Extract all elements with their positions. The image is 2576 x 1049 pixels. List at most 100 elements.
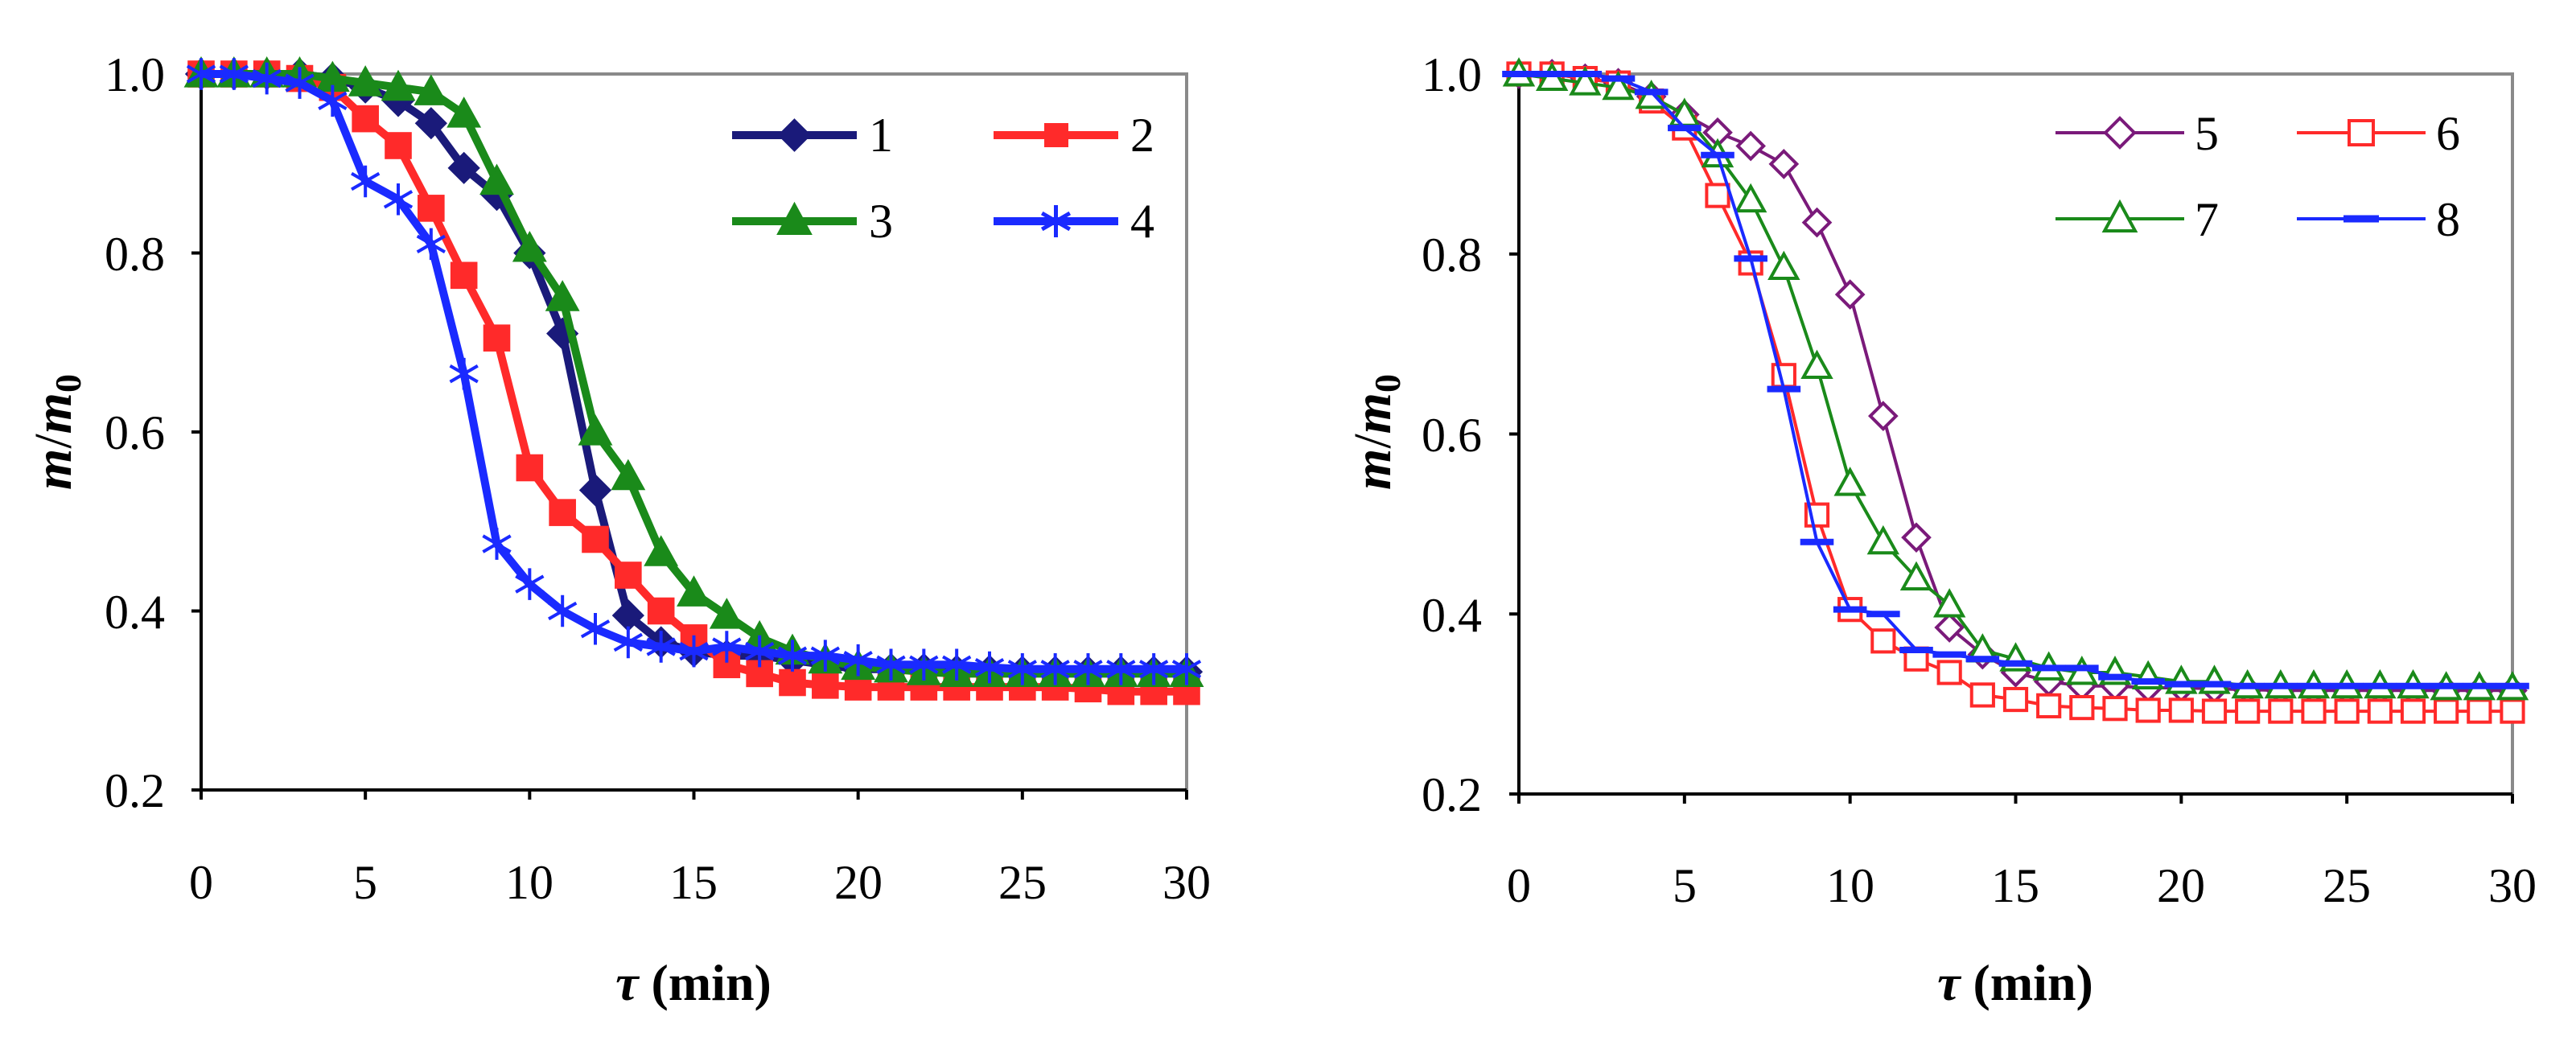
y-tick-label: 0.4 [1422, 589, 1482, 642]
data-point [1771, 363, 1796, 389]
data-point [2400, 698, 2426, 724]
y-tick-label: 0.4 [105, 586, 165, 639]
x-axis-title-symbol: τ [1937, 954, 1962, 1011]
legend-swatch-marker [2101, 199, 2138, 232]
legend: 1 2 3 4 [732, 109, 1154, 248]
data-point [578, 474, 612, 507]
data-point [2168, 697, 2194, 723]
x-tick-label: 10 [505, 856, 553, 909]
legend-label: 8 [2436, 193, 2460, 246]
y-axis-title-main: m [1344, 449, 1402, 490]
data-point [416, 228, 446, 261]
data-point [876, 648, 906, 681]
legend-label: 4 [1130, 195, 1154, 248]
data-point [779, 668, 806, 697]
data-point [516, 454, 544, 482]
data-point [812, 672, 839, 699]
x-tick-label: 15 [669, 856, 718, 909]
axes [1509, 72, 2514, 804]
data-point [578, 414, 613, 446]
data-point [1768, 149, 1800, 179]
x-tick-label: 5 [353, 856, 377, 909]
legend-label: 3 [869, 195, 893, 248]
legend-item-1: 1 [732, 109, 893, 162]
series-line [1519, 72, 2512, 714]
series-3 [183, 56, 1204, 687]
x-tick-label: 10 [1826, 859, 1874, 912]
series-8 [1502, 71, 2529, 689]
x-tick-labels: 0 5 10 15 20 25 30 [1507, 859, 2537, 912]
data-point [677, 575, 711, 607]
data-point [1833, 467, 1866, 496]
legend-swatch-marker [2348, 119, 2375, 146]
data-point [2268, 698, 2294, 724]
data-point [647, 597, 675, 625]
data-point [713, 651, 741, 679]
data-point [318, 84, 348, 117]
x-tick-label: 30 [2488, 859, 2537, 912]
data-point [1139, 653, 1169, 685]
data-point [1901, 522, 1932, 553]
data-point [515, 568, 545, 600]
data-point [1602, 70, 1635, 101]
data-point [2201, 698, 2228, 724]
x-axis-title: τ (min) [615, 954, 772, 1011]
data-point [709, 598, 744, 629]
data-point [909, 648, 939, 681]
y-tick-labels: 1.0 0.8 0.6 0.4 0.2 [105, 48, 165, 817]
legend-item-6: 6 [2297, 107, 2460, 160]
y-tick-label: 0.6 [1422, 409, 1482, 462]
data-point [777, 640, 808, 672]
series-line [1519, 72, 2512, 693]
data-point [512, 230, 547, 262]
legend-swatch-marker [1044, 123, 1068, 147]
legend-item-8: 8 [2297, 193, 2460, 246]
chart-panel-left: 1.0 0.8 0.6 0.4 0.2 0 5 10 15 20 25 30 m… [24, 48, 1211, 1011]
x-tick-label: 25 [2323, 859, 2371, 912]
data-point [414, 107, 447, 140]
data-point [545, 280, 580, 311]
y-tick-label: 0.2 [105, 764, 165, 817]
data-point [1866, 524, 1900, 555]
data-point [2434, 698, 2459, 724]
data-point [446, 97, 482, 128]
data-point [2235, 698, 2261, 724]
data-point [712, 631, 742, 663]
legend-item-3: 3 [732, 195, 893, 248]
legend-label: 7 [2195, 193, 2219, 246]
data-point [1106, 653, 1136, 685]
series-4 [186, 58, 1202, 685]
legend-label: 1 [869, 109, 893, 162]
series-layer [183, 56, 1204, 706]
plot-area-frame [200, 72, 1188, 792]
data-point [549, 499, 576, 526]
y-tick-label: 1.0 [105, 48, 165, 101]
y-axis-title-sub: 0 [47, 374, 88, 393]
data-point [2036, 693, 2062, 718]
data-point [1735, 130, 1766, 162]
legend-label: 2 [1130, 109, 1154, 162]
data-point [447, 151, 480, 184]
data-point [385, 132, 412, 159]
y-axis-title-sep: / [1344, 434, 1402, 449]
data-point [1834, 279, 1866, 310]
data-point [1073, 653, 1103, 685]
data-point [418, 195, 445, 222]
data-point [483, 324, 511, 352]
data-point [1934, 612, 1965, 643]
data-point [644, 535, 679, 566]
chart-panel-right: 1.0 0.8 0.6 0.4 0.2 0 5 10 15 20 25 30 m… [1344, 48, 2537, 1011]
data-point [219, 58, 249, 90]
series-layer [1502, 57, 2529, 724]
data-point [1734, 183, 1767, 213]
data-point [450, 261, 478, 290]
x-tick-label: 0 [189, 856, 213, 909]
data-point [2301, 698, 2327, 724]
axes [191, 72, 1188, 800]
data-point [1800, 349, 1833, 380]
data-point [186, 58, 216, 90]
data-point [1171, 653, 1202, 685]
data-point [1868, 401, 1899, 431]
data-point [1767, 250, 1800, 280]
